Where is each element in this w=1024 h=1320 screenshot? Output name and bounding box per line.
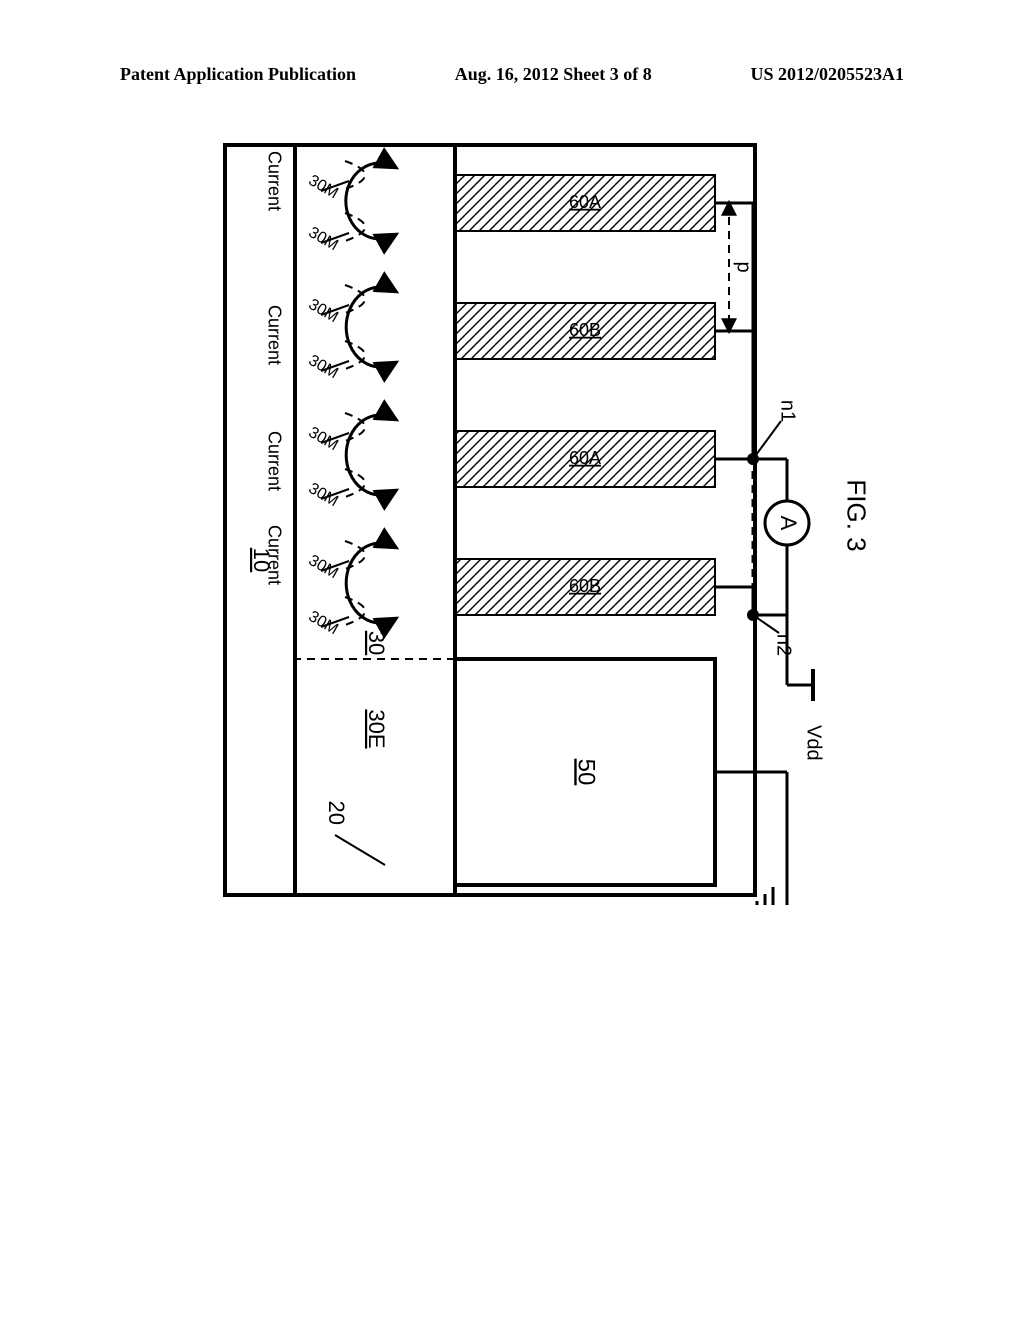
label-30M-4: 30M (306, 424, 341, 454)
figure: 5030E30201060A60B60A60B30M30M30M30M30M30… (175, 135, 835, 905)
label-30M-3: 30M (306, 352, 341, 382)
label-50: 50 (573, 759, 600, 786)
current-arc-2 (346, 287, 395, 367)
figure-label: FIG. 3 (841, 479, 872, 551)
label-n1: n1 (777, 400, 799, 422)
current-arc-0 (346, 163, 395, 239)
label-p: p (733, 261, 755, 272)
label-30M-1: 30M (306, 224, 341, 254)
label-60A: 60A (569, 448, 601, 468)
label-current-1: Current (264, 305, 284, 365)
label-ammeter: A (776, 516, 801, 531)
label-30: 30 (364, 631, 389, 655)
current-arc-4 (346, 415, 395, 495)
label-current-2: Current (264, 431, 284, 491)
label-60A: 60A (569, 192, 601, 212)
label-current-3: Current (264, 525, 284, 585)
label-30M-2: 30M (306, 296, 341, 326)
diagram-svg: 5030E30201060A60B60A60B30M30M30M30M30M30… (175, 135, 835, 905)
label-30M-5: 30M (306, 480, 341, 510)
current-arc-6 (346, 543, 395, 623)
label-20: 20 (324, 801, 349, 825)
label-30E: 30E (364, 709, 389, 748)
label-30M-7: 30M (306, 608, 341, 638)
label-vdd: Vdd (803, 725, 825, 761)
label-30M-6: 30M (306, 552, 341, 582)
outer-box (225, 145, 755, 895)
label-60B: 60B (569, 576, 601, 596)
header-left: Patent Application Publication (120, 64, 356, 85)
header-center: Aug. 16, 2012 Sheet 3 of 8 (455, 64, 652, 85)
label-n2: n2 (773, 634, 795, 656)
label-30M-0: 30M (306, 172, 341, 202)
label-current-0: Current (264, 151, 284, 211)
label-60B: 60B (569, 320, 601, 340)
header-right: US 2012/0205523A1 (750, 64, 904, 85)
leader-20 (335, 835, 385, 865)
